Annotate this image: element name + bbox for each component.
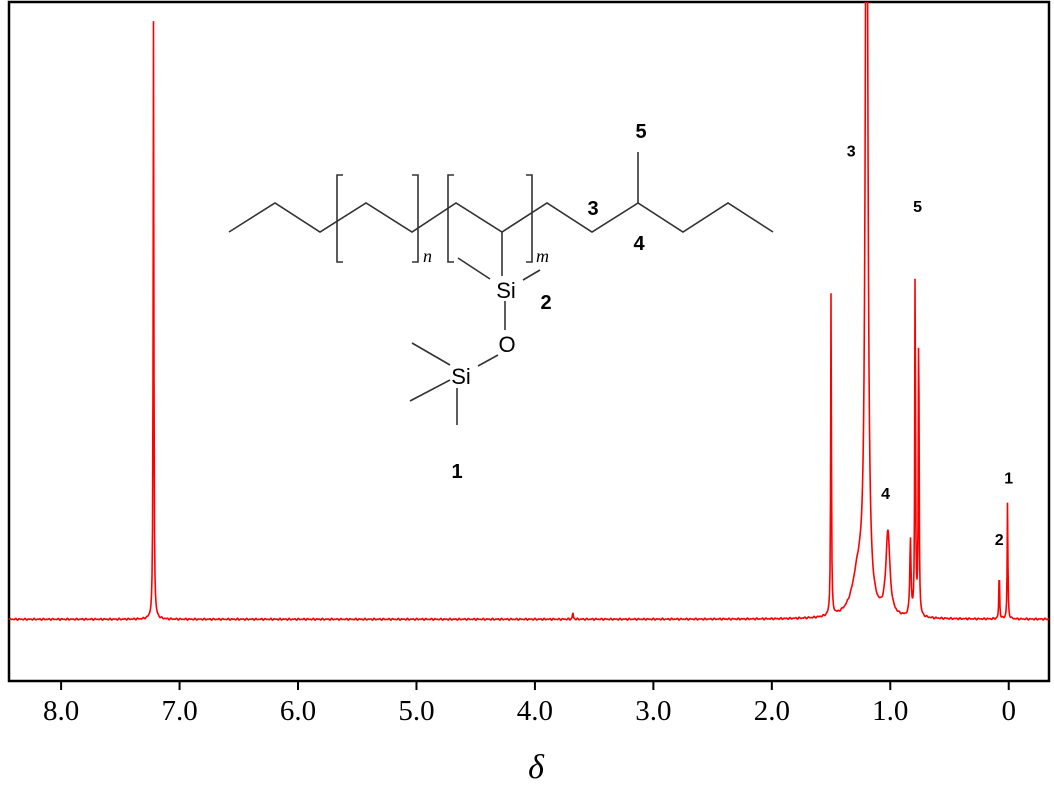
peak-label: 1 — [1004, 470, 1013, 487]
x-axis: 8.0 7.0 6.0 5.0 4.0 3.0 2.0 1.0 0 — [43, 681, 1016, 727]
plot-frame — [7, 0, 1051, 683]
bond — [522, 269, 541, 281]
x-tick-label: 0 — [1001, 695, 1016, 727]
peak-label: 2 — [995, 532, 1004, 549]
atom-o: O — [498, 332, 515, 357]
bracket-n-open — [336, 174, 343, 263]
bond — [411, 342, 451, 366]
peak-label: 5 — [913, 199, 922, 216]
x-tick-label: 3.0 — [635, 695, 671, 727]
x-tick-label: 2.0 — [754, 695, 790, 727]
peak-label: 3 — [847, 143, 856, 160]
bracket-n-close — [412, 174, 419, 263]
subscript-n: n — [423, 246, 432, 266]
bond — [457, 257, 491, 280]
structure-label: 4 — [633, 233, 645, 255]
structure-label: 5 — [635, 121, 646, 143]
structure-label: 3 — [587, 198, 598, 220]
x-tick-label: 5.0 — [398, 695, 434, 727]
atom-si: Si — [451, 364, 471, 389]
x-axis-label: δ — [528, 749, 545, 786]
x-tick-label: 8.0 — [43, 695, 79, 727]
x-tick-label: 4.0 — [517, 695, 553, 727]
atom-si: Si — [496, 278, 516, 303]
subscript-m: m — [536, 246, 549, 266]
bond — [409, 379, 451, 402]
structure-label: 1 — [451, 461, 462, 483]
bracket-m-close — [526, 174, 533, 263]
structure-label: 2 — [540, 292, 551, 314]
bracket-m-open — [447, 174, 454, 263]
peak-label: 4 — [881, 486, 890, 503]
peak-annotations: 3 5 4 2 1 — [847, 143, 1014, 549]
x-tick-label: 6.0 — [280, 695, 316, 727]
x-tick-label: 1.0 — [872, 695, 908, 727]
x-tick-label: 7.0 — [161, 695, 197, 727]
bond — [477, 354, 499, 367]
spectrum-line — [9, 2, 1049, 622]
chemical-structure — [228, 152, 774, 425]
main-chain-bonds — [228, 202, 774, 233]
